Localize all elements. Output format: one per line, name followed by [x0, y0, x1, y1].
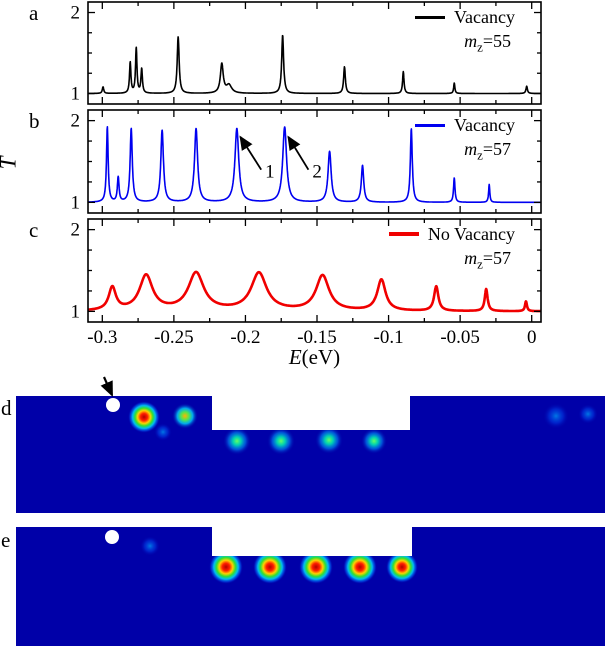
- legend-mz: mz=57: [415, 138, 515, 164]
- mz-value: =57: [482, 247, 511, 268]
- legend-line-sample: [415, 123, 446, 127]
- wavefunction-blob: [172, 403, 198, 429]
- mz-value: =57: [482, 138, 511, 159]
- peak-annotation-label: 1: [265, 162, 275, 183]
- legend-panel-a: Vacancy mz=55: [415, 6, 515, 55]
- peak-annotation-label: 2: [312, 162, 322, 183]
- y-tick-label: 2: [71, 220, 81, 241]
- wavefunction-blob: [315, 426, 343, 454]
- x-axis-symbol: E: [288, 345, 302, 369]
- transmission-curve-c: [87, 270, 542, 313]
- wavefunction-blob: [267, 427, 295, 455]
- wavefunction-blob: [223, 427, 251, 455]
- x-tick-label: -0.05: [440, 327, 480, 348]
- transmission-curve-a: [87, 34, 542, 95]
- wavefunction-blob: [361, 428, 387, 454]
- tick-marks-b: [88, 110, 541, 213]
- legend-label: No Vacancy: [427, 224, 515, 244]
- wavefunction-blob: [140, 536, 160, 556]
- y-tick-label: 2: [71, 111, 81, 132]
- legend-label: Vacancy: [454, 7, 515, 27]
- legend-entry: Vacancy: [415, 114, 515, 137]
- x-axis-unit: (eV): [301, 345, 341, 369]
- vacancy-circle-d: [106, 398, 120, 412]
- x-tick-label: -0.3: [87, 327, 117, 348]
- wavefunction-blob: [343, 550, 377, 584]
- legend-panel-c: No Vacancy mz=57: [388, 223, 515, 273]
- spectrum-panel-b: 1 2 1 2: [71, 109, 542, 214]
- wavefunction-blob: [578, 404, 598, 424]
- legend-mz: mz=57: [389, 247, 515, 273]
- mz-symbol: m: [464, 138, 478, 159]
- x-tick-label: -0.15: [297, 327, 337, 348]
- wavefunction-blob: [386, 551, 418, 583]
- spectrum-panel-a: 12: [71, 1, 542, 105]
- panel-label-d: d: [1, 396, 12, 420]
- mz-symbol: m: [464, 30, 478, 51]
- legend-entry: No Vacancy: [388, 223, 515, 246]
- density-map-panel-d: [16, 376, 605, 513]
- panel-label-e: e: [1, 528, 11, 552]
- legend-line-sample: [388, 232, 419, 237]
- mz-value: =55: [482, 30, 511, 51]
- spectrum-panel-c: 1 2 -0.3 -0.25 -0.2 -0.15 -0.1 -0.05 0: [71, 218, 542, 348]
- peak-annotation-arrow-1: [239, 135, 262, 171]
- panel-label-b: b: [29, 109, 40, 133]
- mz-subscript: z: [477, 147, 483, 163]
- mz-symbol: m: [464, 247, 478, 268]
- y-tick-label: 1: [71, 192, 81, 213]
- y-tick-label: 1: [71, 83, 81, 104]
- legend-label: Vacancy: [454, 115, 515, 135]
- wavefunction-blobs-d: [128, 401, 598, 455]
- wavefunction-blob: [128, 401, 160, 433]
- panel-label-c: c: [29, 218, 39, 242]
- density-map-panel-e: [16, 527, 605, 646]
- trench-notch-d: [212, 396, 410, 430]
- panel-label-a: a: [29, 1, 39, 25]
- legend-panel-b: Vacancy mz=57: [415, 114, 515, 163]
- tick-marks-c: [88, 219, 541, 322]
- x-tick-label: -0.25: [154, 327, 194, 348]
- transmission-curve-b: [87, 126, 542, 204]
- peak-annotation-arrow-2: [287, 135, 310, 171]
- vacancy-circle-e: [105, 530, 119, 544]
- mz-subscript: z: [477, 256, 483, 272]
- y-tick-label: 2: [71, 3, 81, 24]
- y-tick-label: 1: [71, 301, 81, 322]
- tick-marks-a: [88, 2, 541, 104]
- vacancy-pointer-arrow: [100, 376, 114, 398]
- wavefunction-blob: [154, 423, 172, 441]
- wavefunction-blob: [209, 550, 243, 584]
- x-tick-label: -0.2: [230, 327, 260, 348]
- wavefunction-blob: [253, 550, 287, 584]
- wavefunction-blob: [543, 403, 569, 429]
- wavefunction-blob: [299, 550, 333, 584]
- x-tick-label: 0: [527, 327, 537, 348]
- y-axis-label: T: [0, 157, 21, 170]
- legend-line-sample: [415, 15, 446, 19]
- legend-entry: Vacancy: [415, 6, 515, 29]
- wavefunction-blobs-e: [140, 536, 418, 584]
- mz-subscript: z: [477, 39, 483, 55]
- x-tick-label: -0.1: [374, 327, 404, 348]
- trench-notch-e: [212, 527, 412, 556]
- x-axis-label: E(eV): [12, 345, 605, 370]
- legend-mz: mz=55: [415, 30, 515, 56]
